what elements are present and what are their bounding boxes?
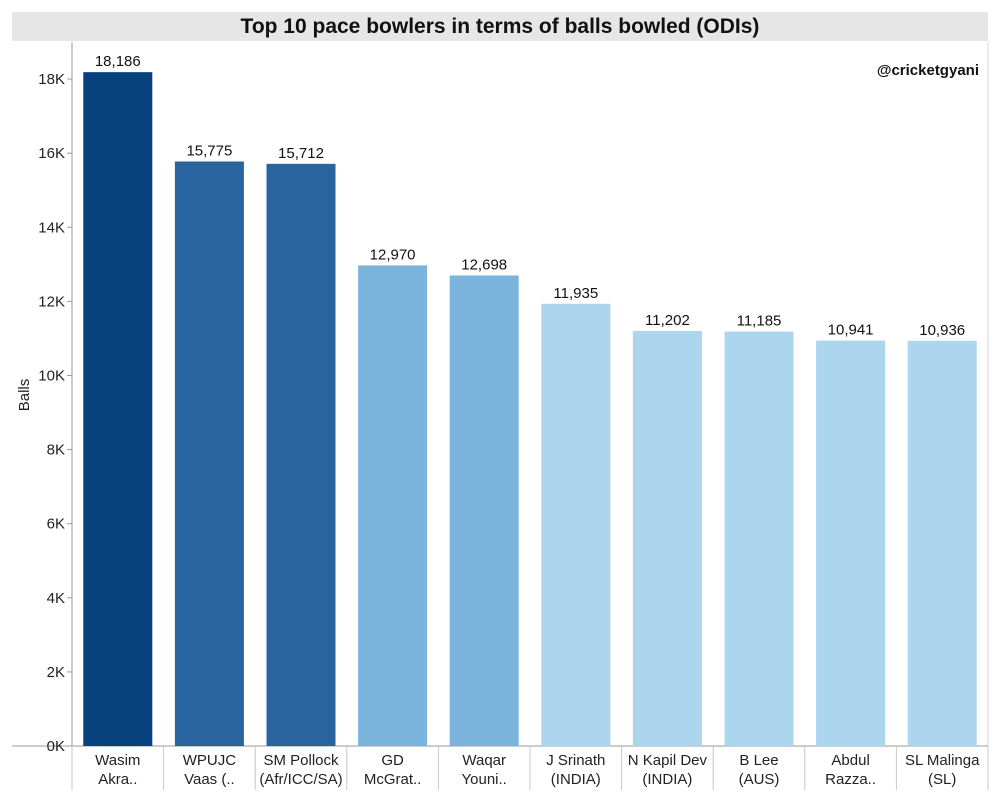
title-bar: Top 10 pace bowlers in terms of balls bo… <box>12 12 988 41</box>
y-tick-label: 6K <box>47 516 65 533</box>
y-tick-label: 8K <box>47 442 65 459</box>
y-tick-label: 2K <box>47 664 65 681</box>
bar <box>907 340 977 746</box>
category-label: N Kapil Dev <box>628 752 708 769</box>
bar <box>83 72 153 747</box>
chart-title: Top 10 pace bowlers in terms of balls bo… <box>240 15 760 38</box>
data-label: 18,186 <box>95 53 141 70</box>
category-label: (Afr/ICC/SA) <box>259 771 342 788</box>
y-tick-label: 0K <box>47 738 65 755</box>
data-label: 11,935 <box>553 285 598 302</box>
category-label: (AUS) <box>739 771 780 788</box>
category-label: Abdul <box>831 752 869 769</box>
y-tick-label: 16K <box>38 145 65 162</box>
y-tick-label: 12K <box>38 293 65 310</box>
category-label: WPUJC <box>183 752 236 769</box>
category-label: Akra.. <box>98 771 137 788</box>
category-label: B Lee <box>739 752 778 769</box>
category-label: (INDIA) <box>551 771 601 788</box>
bar <box>541 303 611 746</box>
bar <box>816 340 886 746</box>
category-label: Waqar <box>462 752 506 769</box>
bar <box>266 163 336 747</box>
category-label: J Srinath <box>546 752 605 769</box>
data-label: 15,712 <box>278 145 324 162</box>
category-label: SL Malinga <box>905 752 980 769</box>
data-label: 11,185 <box>737 313 782 330</box>
category-label: SM Pollock <box>263 752 339 769</box>
data-label: 12,970 <box>370 246 416 263</box>
bar <box>358 265 428 746</box>
data-label: 15,775 <box>186 142 232 159</box>
data-label: 10,941 <box>828 322 874 339</box>
data-label: 11,202 <box>645 312 690 329</box>
y-axis-label: Balls <box>16 379 33 412</box>
category-label: McGrat.. <box>364 771 422 788</box>
watermark: @cricketgyani <box>877 62 979 79</box>
y-tick-label: 18K <box>38 71 65 88</box>
data-label: 10,936 <box>919 322 965 339</box>
category-label: Youni.. <box>462 771 507 788</box>
bar <box>632 330 702 746</box>
category-label: Wasim <box>95 752 140 769</box>
bar <box>724 331 794 746</box>
bar <box>174 161 244 746</box>
category-label: Vaas (.. <box>184 771 235 788</box>
category-label: Razza.. <box>825 771 876 788</box>
category-label: GD <box>381 752 404 769</box>
y-tick-label: 14K <box>38 219 65 236</box>
y-tick-label: 10K <box>38 367 65 384</box>
category-label: (SL) <box>928 771 956 788</box>
bar <box>449 275 519 746</box>
y-tick-label: 4K <box>47 590 65 607</box>
data-label: 12,698 <box>461 257 507 274</box>
category-label: (INDIA) <box>642 771 692 788</box>
